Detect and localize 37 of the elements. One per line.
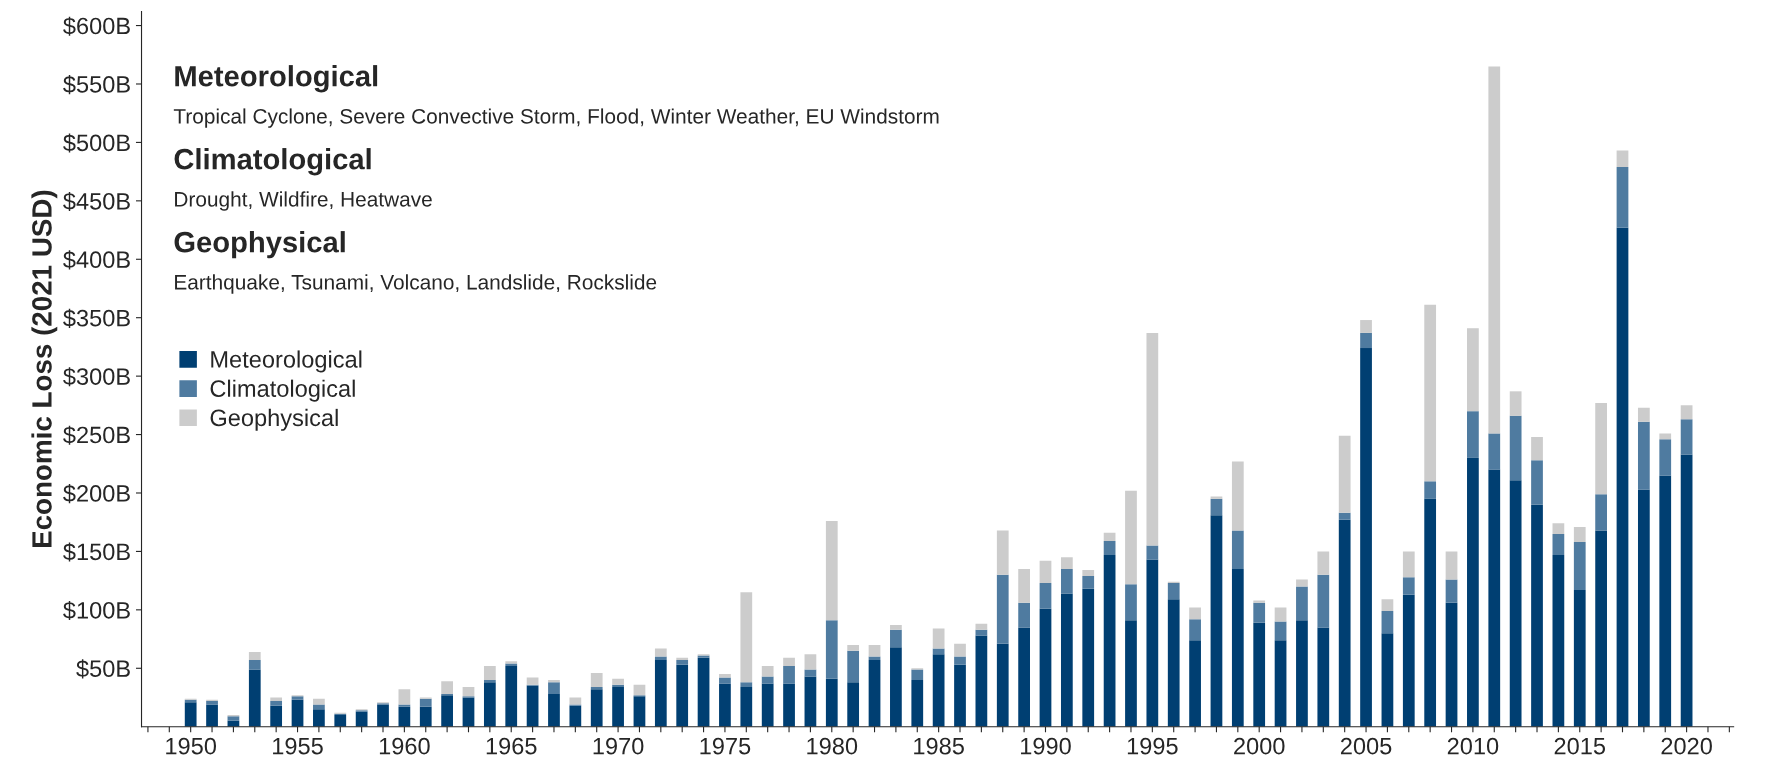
y-tick-label: $300B <box>63 367 130 387</box>
y-tick-label: $450B <box>63 191 130 212</box>
x-tick-label: 1960 <box>379 737 430 755</box>
x-tick-label: 2000 <box>1234 737 1285 755</box>
x-tick-label: 1980 <box>807 737 858 755</box>
x-tick-label: 1990 <box>1021 737 1071 755</box>
y-tick-label: $100B <box>63 600 130 621</box>
x-tick-label: 2015 <box>1554 737 1606 755</box>
x-tick-label: 2010 <box>1447 737 1499 755</box>
y-tick-label: $200B <box>63 484 130 504</box>
annotation: Drought, Wildfire, Heatwave <box>175 191 432 211</box>
legend-label: Meteorological <box>211 350 362 373</box>
y-tick-label: $400B <box>63 250 130 270</box>
annotation: Geophysical <box>174 231 345 259</box>
annotation: Earthquake, Tsunami, Volcano, Landslide, Rockslide <box>175 274 657 294</box>
x-tick-label: 2005 <box>1340 737 1392 755</box>
x-tick-label: 1995 <box>1127 737 1178 755</box>
y-tick-label: $500B <box>63 133 130 153</box>
x-tick-label: 1975 <box>700 737 751 755</box>
x-tick-label: 1970 <box>593 737 644 755</box>
y-tick-label: $250B <box>63 425 130 445</box>
x-tick-label: 1955 <box>273 737 323 755</box>
x-tick-label: 1985 <box>914 737 964 755</box>
y-tick-label: $50B <box>76 659 130 679</box>
annotation: Climatological <box>174 148 371 176</box>
legend-label: Climatological <box>210 379 355 402</box>
y-tick-label: $550B <box>63 75 130 95</box>
y-tick-label: $350B <box>63 308 130 328</box>
y-tick-label: $150B <box>63 542 130 562</box>
y-axis-title: Economic Loss (2021 USD) <box>31 190 58 548</box>
x-tick-label: 1965 <box>486 737 537 755</box>
x-tick-label: 1950 <box>166 737 217 755</box>
x-tick-label: 2020 <box>1661 737 1712 755</box>
annotation: Meteorological <box>175 65 378 93</box>
legend-label: Geophysical <box>210 408 338 431</box>
y-tick-label: $600B <box>63 16 130 36</box>
annotation: Tropical Cyclone, Severe Convective Storm, Flood, Winter Weather, EU Windstorm <box>173 108 939 128</box>
